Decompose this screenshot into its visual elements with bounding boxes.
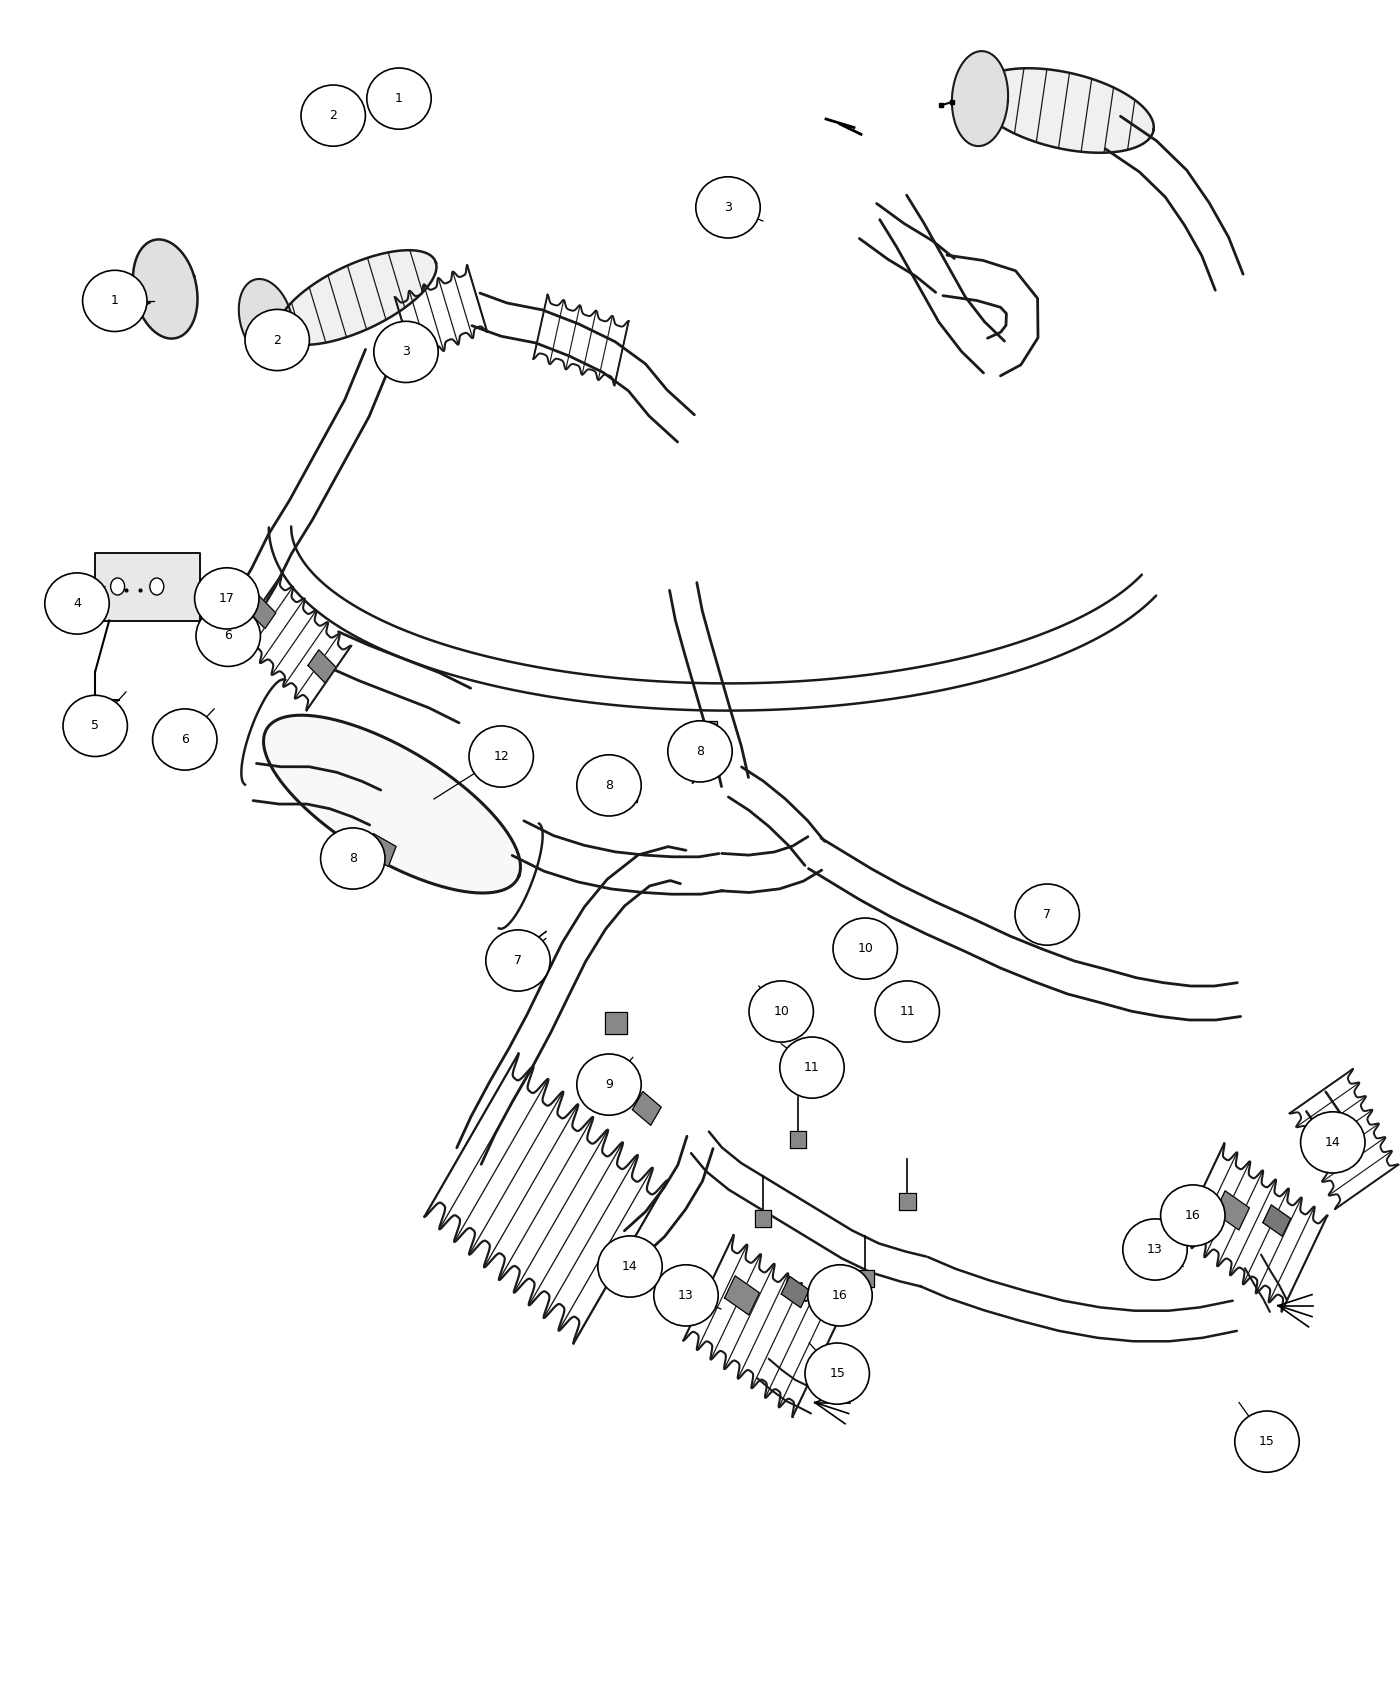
Text: 1: 1 xyxy=(395,92,403,105)
Ellipse shape xyxy=(668,721,732,782)
Polygon shape xyxy=(857,1270,874,1287)
Ellipse shape xyxy=(833,918,897,979)
Ellipse shape xyxy=(301,85,365,146)
Ellipse shape xyxy=(808,1265,872,1326)
Text: 2: 2 xyxy=(273,333,281,347)
Text: 1: 1 xyxy=(111,294,119,308)
Ellipse shape xyxy=(367,68,431,129)
Text: 8: 8 xyxy=(696,745,704,758)
Polygon shape xyxy=(263,716,521,892)
Text: 8: 8 xyxy=(605,779,613,792)
Polygon shape xyxy=(605,1012,627,1034)
Polygon shape xyxy=(239,279,293,360)
Ellipse shape xyxy=(321,828,385,889)
Text: 15: 15 xyxy=(1259,1435,1275,1448)
Text: 15: 15 xyxy=(829,1367,846,1380)
Text: 2: 2 xyxy=(329,109,337,122)
Text: 9: 9 xyxy=(605,1078,613,1091)
Text: 6: 6 xyxy=(181,733,189,746)
Ellipse shape xyxy=(577,1054,641,1115)
Ellipse shape xyxy=(749,981,813,1042)
Polygon shape xyxy=(365,833,396,867)
Ellipse shape xyxy=(83,270,147,332)
Text: 16: 16 xyxy=(1184,1209,1201,1222)
Ellipse shape xyxy=(245,309,309,371)
Ellipse shape xyxy=(63,695,127,756)
Text: 10: 10 xyxy=(857,942,874,955)
Ellipse shape xyxy=(486,930,550,991)
Text: 4: 4 xyxy=(73,597,81,610)
Polygon shape xyxy=(697,721,717,741)
Polygon shape xyxy=(1263,1205,1291,1236)
Text: 16: 16 xyxy=(832,1289,848,1302)
Text: 7: 7 xyxy=(1043,908,1051,921)
Ellipse shape xyxy=(153,709,217,770)
Ellipse shape xyxy=(1161,1185,1225,1246)
Ellipse shape xyxy=(469,726,533,787)
Ellipse shape xyxy=(1301,1112,1365,1173)
Polygon shape xyxy=(248,595,276,629)
Polygon shape xyxy=(899,1193,916,1210)
Ellipse shape xyxy=(598,1236,662,1297)
Text: 3: 3 xyxy=(402,345,410,359)
Text: 11: 11 xyxy=(804,1061,820,1074)
Polygon shape xyxy=(952,51,1008,146)
Polygon shape xyxy=(308,649,336,683)
Ellipse shape xyxy=(374,321,438,382)
Polygon shape xyxy=(790,1130,806,1148)
Ellipse shape xyxy=(780,1037,844,1098)
Ellipse shape xyxy=(1015,884,1079,945)
Text: 3: 3 xyxy=(724,201,732,214)
Polygon shape xyxy=(1037,913,1060,937)
Text: 11: 11 xyxy=(899,1005,916,1018)
Text: 5: 5 xyxy=(91,719,99,733)
Polygon shape xyxy=(974,68,1154,153)
Ellipse shape xyxy=(805,1343,869,1404)
Text: 13: 13 xyxy=(1147,1243,1163,1256)
Polygon shape xyxy=(277,250,437,345)
Polygon shape xyxy=(1215,1192,1249,1229)
Circle shape xyxy=(150,578,164,595)
Text: 8: 8 xyxy=(349,852,357,865)
Polygon shape xyxy=(755,1210,771,1227)
Text: 14: 14 xyxy=(622,1260,638,1273)
Polygon shape xyxy=(95,552,200,620)
Text: 7: 7 xyxy=(514,954,522,967)
Ellipse shape xyxy=(45,573,109,634)
Text: 14: 14 xyxy=(1324,1136,1341,1149)
Ellipse shape xyxy=(577,755,641,816)
Polygon shape xyxy=(519,933,542,957)
Text: 17: 17 xyxy=(218,592,235,605)
Text: 12: 12 xyxy=(493,750,510,763)
Polygon shape xyxy=(781,1277,809,1307)
Circle shape xyxy=(111,578,125,595)
Polygon shape xyxy=(633,1091,661,1125)
Ellipse shape xyxy=(654,1265,718,1326)
Text: 13: 13 xyxy=(678,1289,694,1302)
Text: 6: 6 xyxy=(224,629,232,643)
Polygon shape xyxy=(615,780,637,801)
Ellipse shape xyxy=(196,605,260,666)
Ellipse shape xyxy=(195,568,259,629)
Polygon shape xyxy=(725,1277,759,1314)
Ellipse shape xyxy=(875,981,939,1042)
Polygon shape xyxy=(133,240,197,338)
Text: 10: 10 xyxy=(773,1005,790,1018)
Ellipse shape xyxy=(1123,1219,1187,1280)
Ellipse shape xyxy=(1235,1411,1299,1472)
Ellipse shape xyxy=(696,177,760,238)
